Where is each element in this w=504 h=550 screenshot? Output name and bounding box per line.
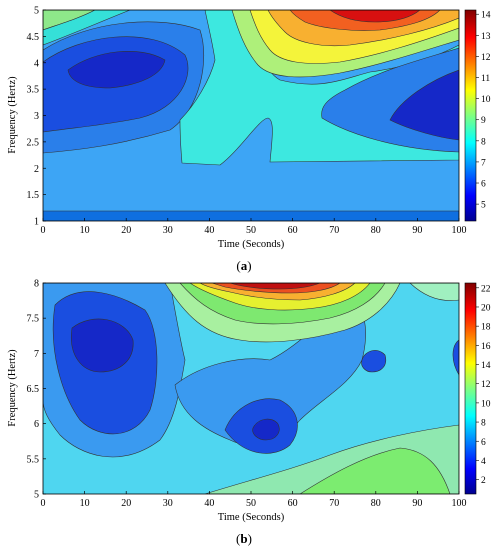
chart-b-top-right-bump [409,283,459,301]
chart-a-y-tick-label: 4.5 [27,32,40,43]
chart-a-y-tick-label: 1 [34,217,39,228]
chart-b-y-tick-label: 8 [34,279,39,290]
chart-b-y-tick-label: 7.5 [27,314,40,325]
chart-a-x-tick-label: 20 [121,225,131,236]
chart-b-y-tick-label: 5.5 [27,454,40,465]
chart-a-y-tick-label: 3.5 [27,85,40,96]
chart-a-contours [43,10,459,221]
chart-a-colorbar-tick-label: 8 [481,137,486,147]
chart-b-lower-right-2 [299,447,451,494]
chart-a-colorbar-tick-label: 9 [481,116,486,126]
chart-b-x-tick-label: 40 [204,498,214,509]
chart-b-caption: (b) [236,531,252,546]
chart-b-x-tick-label: 20 [121,498,131,509]
chart-b-colorbar-tick-label: 8 [481,419,486,429]
chart-b-small-trough [361,350,387,373]
chart-a-colorbar-tick-label: 12 [481,53,491,63]
chart-a-peak [329,10,421,23]
chart-a-colorbar-tick-label: 14 [481,11,491,21]
chart-a-x-tick-label: 50 [246,225,256,236]
chart-b-x-tick-label: 60 [288,498,298,509]
chart-a-left-trough [67,51,166,89]
chart-b-x-tick-label: 70 [329,498,339,509]
chart-a-colorbar-gradient [464,9,477,222]
chart-a-colorbar-tick-label: 7 [481,158,486,168]
chart-b-colorbar-ticks: 2 4 6 8 10 12 14 16 18 20 22 [476,284,491,486]
chart-a-low-band [43,210,459,221]
chart-a-x-ticks: 0 10 20 30 40 50 60 70 80 90 100 [41,218,467,236]
svg-text:(a): (a) [236,258,251,273]
chart-b-colorbar-tick-label: 16 [481,342,491,352]
chart-a-x-tick-label: 30 [163,225,173,236]
chart-b-x-tick-label: 0 [41,498,46,509]
chart-b-colorbar-tick-label: 12 [481,380,491,390]
chart-a-x-tick-label: 80 [371,225,381,236]
chart-a-x-tick-label: 100 [452,225,467,236]
chart-b-x-axis-label: Time (Seconds) [218,512,285,523]
chart-b-x-tick-label: 100 [452,498,467,509]
chart-b-left-trough [71,318,134,373]
chart-b-colorbar-tick-label: 6 [481,438,486,448]
chart-b-mid-trough [252,418,280,441]
chart-b-x-ticks: 0 10 20 30 40 50 60 70 80 90 100 [41,491,467,509]
chart-b-colorbar-tick-label: 10 [481,399,491,409]
chart-a-y-tick-label: 5 [34,6,39,17]
chart-b-colorbar-tick-label: 20 [481,303,491,313]
chart-a-y-tick-label: 3 [34,111,39,122]
chart-a-colorbar-tick-label: 6 [481,180,486,190]
chart-a-x-tick-label: 70 [329,225,339,236]
chart-b-x-tick-label: 30 [163,498,173,509]
chart-a-colorbar: 5 6 7 8 9 10 11 12 13 14 [464,9,491,222]
chart-a-right-trough [389,69,459,141]
chart-b: 0 10 20 30 40 50 60 70 80 90 100 5 5.5 6 6.5 7 7.5 8 Tim… [7,279,491,547]
chart-a-colorbar-tick-label: 13 [481,32,491,42]
chart-a-colorbar-ticks: 5 6 7 8 9 10 11 12 13 14 [476,11,491,211]
chart-b-colorbar-tick-label: 2 [481,476,486,486]
chart-a-caption: (a) [236,258,251,273]
chart-b-y-tick-label: 5 [34,490,39,501]
chart-a-y-tick-label: 2 [34,164,39,175]
chart-b-colorbar-tick-label: 14 [481,361,491,371]
chart-b-colorbar: 2 4 6 8 10 12 14 16 18 20 22 [464,282,491,495]
chart-a-x-tick-label: 40 [204,225,214,236]
chart-b-y-tick-label: 6 [34,419,39,430]
chart-b-colorbar-tick-label: 18 [481,323,491,333]
chart-a-x-tick-label: 60 [288,225,298,236]
chart-b-x-tick-label: 80 [371,498,381,509]
chart-b-colorbar-tick-label: 4 [481,457,486,467]
chart-b-peak [229,283,321,290]
chart-b-contours [43,283,459,494]
chart-b-x-tick-label: 50 [246,498,256,509]
chart-a-y-tick-label: 4 [34,58,39,69]
chart-a-x-axis-label: Time (Seconds) [218,239,285,250]
chart-a: 0 10 20 30 40 50 60 70 80 90 100 1 1.5 2 2.5 3 3.5 4 4.5 5… [7,6,491,274]
chart-a-y-ticks: 1 1.5 2 2.5 3 3.5 4 4.5 5 [27,6,46,228]
chart-a-y-tick-label: 1.5 [27,190,40,201]
chart-b-x-tick-label: 90 [412,498,422,509]
chart-a-colorbar-tick-label: 10 [481,95,491,105]
chart-b-y-tick-label: 7 [34,349,39,360]
chart-b-y-ticks: 5 5.5 6 6.5 7 7.5 8 [27,279,46,501]
chart-a-x-tick-label: 0 [41,225,46,236]
chart-b-x-tick-label: 10 [80,498,90,509]
chart-b-colorbar-gradient [464,282,477,495]
chart-a-x-tick-label: 10 [80,225,90,236]
chart-a-x-tick-label: 90 [412,225,422,236]
chart-a-colorbar-tick-label: 5 [481,201,486,211]
chart-b-colorbar-tick-label: 22 [481,284,491,294]
chart-a-y-tick-label: 2.5 [27,137,40,148]
chart-a-y-axis-label: Frequency (Hertz) [7,76,18,154]
chart-b-y-axis-label: Frequency (Hertz) [7,349,18,427]
chart-b-y-tick-label: 6.5 [27,384,40,395]
svg-text:(b): (b) [236,531,252,546]
chart-a-colorbar-tick-label: 11 [481,74,490,84]
